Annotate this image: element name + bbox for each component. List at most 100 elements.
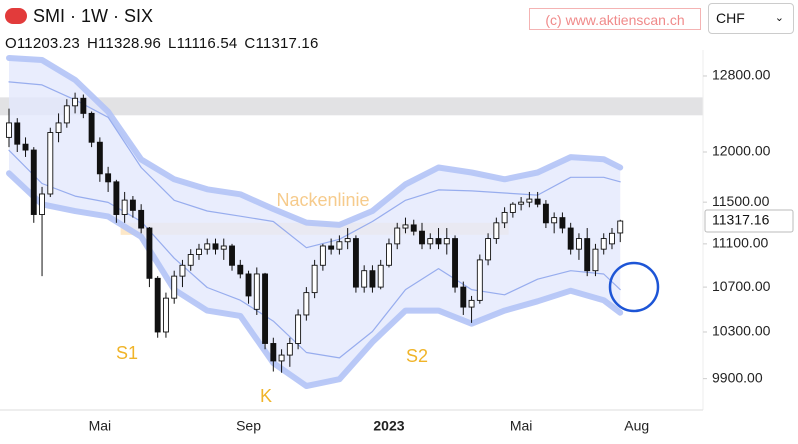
exchange-logo	[5, 8, 27, 24]
candle-body	[344, 238, 351, 243]
candle-body	[55, 122, 62, 133]
candle-body	[377, 264, 384, 288]
candle-body	[319, 245, 326, 266]
candle-body	[559, 217, 566, 229]
candle-body	[534, 198, 541, 205]
candle-body	[113, 181, 120, 215]
x-tick-label: Aug	[624, 418, 649, 434]
candle-body	[361, 270, 368, 288]
candle-body	[162, 297, 169, 333]
candle-body	[47, 132, 54, 195]
x-tick-label: 2023	[373, 418, 404, 434]
ohlc-value: 11317.16	[255, 35, 319, 52]
chevron: ⌄	[774, 12, 784, 24]
annotation: Nackenlinie	[276, 190, 369, 210]
candle-body	[600, 238, 607, 250]
candle-body	[295, 314, 302, 344]
annotation: S2	[406, 346, 428, 366]
candle-body	[138, 209, 145, 229]
candle-body	[509, 203, 516, 213]
candle-body	[30, 149, 37, 215]
candle-body	[468, 299, 475, 308]
y-tick-label: 11500.00	[712, 193, 770, 209]
candle-body	[336, 241, 343, 250]
candle-body	[187, 254, 194, 266]
ohlc-label: O	[5, 35, 17, 52]
candle-body	[443, 238, 450, 245]
candle-body	[6, 122, 12, 138]
candle-body	[419, 230, 425, 245]
candle-body	[220, 245, 227, 250]
y-tick-label: 10300.00	[712, 323, 771, 339]
candle-body	[229, 245, 235, 266]
candle-body	[245, 273, 252, 297]
price-zone	[0, 97, 703, 116]
candle-body	[171, 275, 178, 299]
candle-body	[311, 264, 318, 294]
candle-body	[179, 264, 186, 277]
ohlc-label: H	[86, 35, 98, 52]
y-tick-label: 11100.00	[712, 235, 769, 251]
annotation: S1	[116, 343, 138, 363]
candle-body	[526, 198, 533, 203]
band-fill	[9, 57, 621, 387]
x-tick-label: Mai	[510, 418, 533, 434]
ohlc-label: L	[168, 35, 177, 52]
candle-body	[286, 343, 293, 356]
candle-body	[278, 354, 285, 362]
candle-body	[352, 238, 359, 288]
candle-body	[262, 273, 269, 344]
candle-body	[476, 259, 483, 301]
candle-body	[96, 141, 103, 175]
candle-body	[303, 292, 310, 316]
band-line	[6, 55, 624, 228]
candle-body	[369, 270, 376, 288]
candle-body	[493, 222, 500, 240]
candle-body	[427, 238, 434, 245]
candle-body	[592, 248, 599, 272]
currency-label: CHF	[716, 10, 745, 26]
candle-body	[105, 173, 112, 183]
y-tick-label: 9900.00	[712, 369, 763, 385]
candle-body	[88, 112, 95, 143]
candle-body	[154, 277, 161, 333]
candle-body	[72, 97, 79, 107]
candle-body	[394, 227, 401, 245]
candle-body	[584, 238, 591, 272]
last-price-box	[704, 209, 794, 233]
candle-body	[328, 245, 335, 250]
ohlc-value: 11116.54	[176, 35, 238, 52]
y-tick-label: 12000.00	[712, 143, 771, 159]
band-line	[8, 81, 621, 249]
candle-body	[14, 122, 21, 145]
candle-body	[270, 343, 277, 362]
candle-body	[129, 199, 136, 211]
candle-body	[39, 193, 45, 215]
candle-body	[460, 286, 467, 308]
candle-body	[212, 243, 219, 250]
candle-body	[121, 199, 128, 215]
candle-body	[237, 264, 244, 275]
candle-body	[609, 232, 615, 245]
candle-body	[435, 238, 442, 245]
candle-body	[402, 224, 409, 229]
candle-body	[22, 143, 29, 151]
x-tick-label: Mai	[89, 418, 112, 434]
candle-body	[542, 203, 549, 224]
ohlc-line: O11203.23 H11328.96 L11116.54 C11317.16	[5, 35, 326, 52]
currency-select[interactable]: CHF ⌄	[708, 3, 794, 34]
y-tick-label: 10700.00	[712, 278, 771, 294]
candle-body	[204, 243, 211, 250]
candle-body	[146, 227, 153, 279]
watermark: (c) www.aktienscan.ch	[529, 8, 701, 30]
band-line	[6, 170, 624, 389]
candle-body	[617, 220, 624, 234]
candle-body	[518, 201, 525, 205]
x-tick-label: Sep	[236, 418, 261, 434]
candle-body	[501, 211, 508, 224]
ohlc-value: 11328.96	[97, 35, 162, 52]
candle-body	[551, 217, 558, 224]
candle-body	[485, 238, 492, 261]
